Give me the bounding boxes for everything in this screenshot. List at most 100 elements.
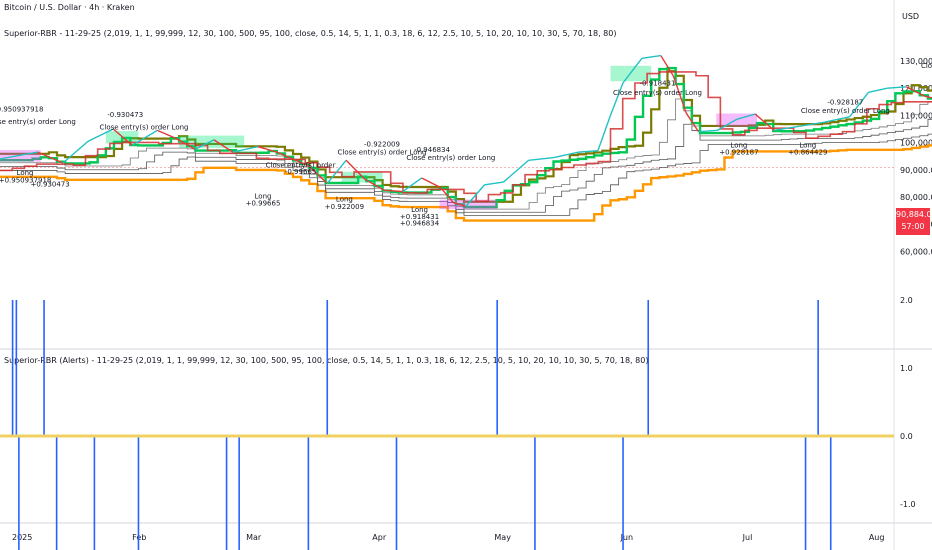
price-axis-tick: 120,000.0 (900, 84, 932, 93)
price-segment (131, 129, 158, 146)
alert-axis-tick: -1.0 (900, 500, 916, 509)
symbol-title: Bitcoin / U.S. Dollar · 4h · Kraken (4, 3, 135, 12)
trade-annotation: +0.922009 (325, 203, 364, 211)
trade-annotation: -0.930473 (107, 111, 143, 119)
trade-annotation: -0.922009 (364, 141, 400, 149)
trade-annotation: Long (336, 195, 353, 203)
price-segment (641, 54, 661, 59)
price-segment (465, 184, 486, 207)
band-line-dark-1 (0, 133, 932, 216)
alert-axis-tick: 2.0 (900, 296, 913, 305)
trade-annotation: Long (255, 193, 272, 201)
trade-annotation: Close entry(s) order Long (0, 118, 76, 126)
price-segment (112, 128, 133, 146)
trade-annotation: +0.864429 (788, 148, 827, 156)
trade-annotation: -0.950937918 (0, 105, 43, 113)
price-segment (364, 178, 385, 191)
trade-annotation: Close entry(s) order Long (613, 89, 702, 97)
time-axis-tick: May (494, 533, 511, 542)
trade-annotation: Long (411, 206, 428, 214)
price-segment (672, 75, 687, 113)
trade-annotation: Long (799, 141, 816, 149)
price-segment (194, 139, 215, 151)
time-axis-tick: 2025 (12, 533, 32, 542)
price-segment (0, 151, 38, 160)
price-segment (849, 91, 870, 118)
trade-annotation: +0.99665 (246, 199, 281, 207)
trade-annotation: Close entry(s) order Long (337, 148, 426, 156)
price-segment (503, 159, 530, 183)
trade-annotation: Close entry(s) order Long (406, 154, 495, 162)
current-price-value: 90,884.0 (896, 210, 932, 219)
price-segment (257, 146, 278, 153)
trade-annotation: +0.930473 (30, 181, 69, 189)
price-segment (887, 86, 907, 89)
price-segment (421, 177, 441, 189)
price-segment (175, 137, 196, 151)
price-segment (609, 82, 624, 116)
trade-annotation: Close entry(s) order Long (801, 107, 890, 115)
price-axis-tick: 130,000.0 (900, 57, 932, 66)
trade-annotation: Close entry(s) order Long (100, 124, 189, 132)
indicator-legend[interactable]: Superior-RBR - 11-29-25 (2,019, 1, 1, 99… (4, 29, 617, 38)
time-axis-tick: Mar (246, 533, 262, 542)
trade-annotation: Long (730, 141, 747, 149)
trade-annotation: +0.946834 (400, 220, 440, 228)
price-segment (736, 113, 756, 121)
price-segment (326, 159, 347, 184)
trade-annotation: -0.946834 (414, 146, 450, 154)
band-line-olive (0, 70, 932, 203)
price-segment (307, 165, 328, 184)
price-segment (773, 125, 800, 132)
price-segment (622, 57, 643, 84)
trade-annotation: Long (17, 169, 34, 177)
price-segment (553, 151, 580, 159)
lower-pane-legend[interactable]: Superior-RBR (Alerts) - 11-29-25 (2,019,… (4, 356, 649, 365)
price-segment (868, 87, 888, 93)
time-axis-tick: Apr (372, 533, 387, 542)
price-segment (578, 150, 598, 153)
band-line-orange (0, 144, 932, 222)
price-segment (717, 118, 737, 131)
trade-annotation: +0.928187 (719, 148, 758, 156)
price-segment (597, 115, 612, 151)
price-segment (799, 121, 825, 127)
alert-axis-tick: 1.0 (900, 364, 913, 373)
price-axis-tick: 110,000.0 (900, 111, 932, 120)
trade-annotation: +0.950937918 (0, 176, 51, 184)
price-segment (452, 201, 466, 208)
price-segment (213, 139, 234, 153)
trade-annotation: Close entry(s) order (266, 162, 336, 170)
price-axis-tick: 90,000.0 (900, 166, 932, 175)
price-segment (440, 187, 454, 203)
price-segment (276, 151, 309, 167)
price-segment (484, 181, 504, 186)
bar-countdown: 57:00 (901, 222, 925, 231)
trade-annotation: +0.918431 (400, 213, 439, 221)
price-segment (754, 113, 775, 131)
band-line-red (0, 71, 932, 203)
price-segment (824, 116, 850, 123)
time-axis-tick: Jul (742, 533, 753, 542)
price-segment (528, 156, 554, 161)
price-segment (660, 55, 674, 77)
price-axis-tick: 80,000.0 (900, 193, 932, 202)
price-segment (402, 177, 423, 193)
time-axis-tick: Jun (620, 533, 634, 542)
price-segment (37, 151, 64, 164)
alert-axis-tick: 0.0 (900, 432, 913, 441)
currency-label: USD (902, 12, 920, 21)
trade-annotation: -0.99665 (285, 168, 316, 176)
price-segment (232, 145, 259, 153)
price-segment (345, 159, 366, 180)
price-segment (62, 140, 89, 164)
trade-annotation: -0.928187 (827, 99, 863, 107)
trade-annotation: -0.918431 (640, 79, 676, 87)
price-segment (87, 128, 114, 142)
price-segment (157, 129, 177, 140)
price-axis-tick: 60,000.0 (900, 247, 932, 256)
price-axis-tick: 100,000.0 (900, 139, 932, 148)
time-axis-tick: Feb (132, 533, 146, 542)
